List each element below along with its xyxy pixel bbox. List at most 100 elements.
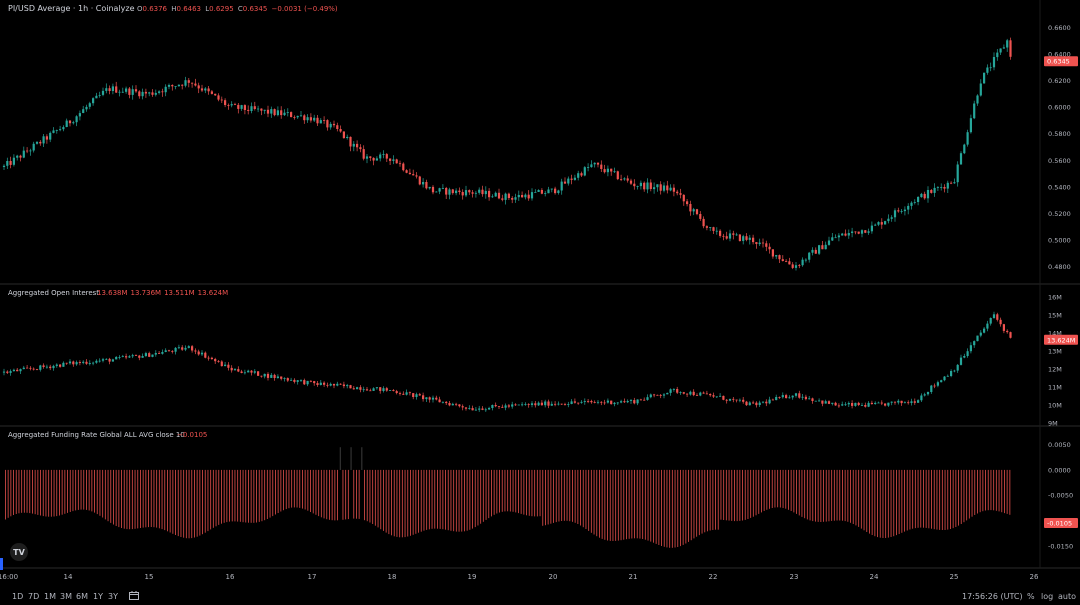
candle[interactable] bbox=[9, 369, 12, 376]
candle[interactable] bbox=[210, 356, 213, 360]
candle[interactable] bbox=[111, 358, 114, 362]
candle[interactable] bbox=[362, 145, 365, 161]
candle[interactable] bbox=[171, 84, 174, 91]
candle[interactable] bbox=[705, 225, 708, 231]
candle[interactable] bbox=[989, 317, 992, 326]
candle[interactable] bbox=[125, 353, 128, 360]
candle[interactable] bbox=[352, 141, 355, 152]
candle[interactable] bbox=[943, 184, 946, 193]
candle[interactable] bbox=[735, 232, 738, 236]
candle[interactable] bbox=[128, 87, 131, 99]
candle[interactable] bbox=[111, 83, 114, 95]
candle[interactable] bbox=[118, 355, 121, 360]
candle[interactable] bbox=[563, 177, 567, 184]
candle[interactable] bbox=[956, 364, 959, 373]
candle[interactable] bbox=[2, 164, 6, 170]
candle[interactable] bbox=[128, 355, 131, 358]
candle[interactable] bbox=[2, 368, 6, 376]
candle[interactable] bbox=[247, 105, 250, 115]
candle[interactable] bbox=[887, 402, 890, 407]
candle[interactable] bbox=[580, 400, 583, 404]
candle[interactable] bbox=[897, 207, 900, 213]
candle[interactable] bbox=[989, 62, 992, 72]
candle[interactable] bbox=[375, 387, 378, 390]
candle[interactable] bbox=[511, 401, 514, 409]
candle[interactable] bbox=[497, 188, 501, 200]
candle[interactable] bbox=[686, 199, 689, 207]
candle[interactable] bbox=[646, 178, 649, 194]
candle[interactable] bbox=[474, 407, 477, 411]
candle[interactable] bbox=[837, 233, 840, 242]
candle[interactable] bbox=[679, 391, 682, 395]
candle[interactable] bbox=[375, 156, 378, 161]
candle[interactable] bbox=[857, 401, 860, 407]
candle[interactable] bbox=[524, 193, 527, 200]
candle[interactable] bbox=[880, 218, 883, 229]
candle[interactable] bbox=[646, 394, 649, 401]
candle[interactable] bbox=[923, 392, 926, 397]
candle[interactable] bbox=[672, 184, 675, 197]
candle[interactable] bbox=[808, 251, 811, 263]
candle[interactable] bbox=[557, 401, 560, 406]
candle[interactable] bbox=[969, 114, 972, 134]
candle[interactable] bbox=[418, 392, 421, 396]
candle[interactable] bbox=[303, 378, 306, 385]
candle[interactable] bbox=[728, 398, 732, 402]
candle[interactable] bbox=[464, 407, 468, 411]
candle[interactable] bbox=[603, 399, 606, 405]
candle[interactable] bbox=[788, 395, 791, 399]
candle[interactable] bbox=[587, 399, 590, 404]
candle[interactable] bbox=[379, 387, 382, 394]
candle[interactable] bbox=[814, 400, 817, 402]
candle[interactable] bbox=[290, 111, 293, 118]
candle[interactable] bbox=[563, 402, 567, 406]
candle[interactable] bbox=[441, 401, 444, 404]
candle[interactable] bbox=[910, 398, 913, 406]
scroll-marker[interactable] bbox=[0, 558, 3, 570]
candle[interactable] bbox=[451, 188, 454, 195]
candle[interactable] bbox=[593, 162, 596, 168]
candle[interactable] bbox=[72, 360, 75, 367]
candle[interactable] bbox=[999, 317, 1002, 327]
candle[interactable] bbox=[352, 386, 355, 390]
candle[interactable] bbox=[926, 391, 930, 396]
candle[interactable] bbox=[983, 72, 986, 84]
candle[interactable] bbox=[342, 381, 345, 389]
candle[interactable] bbox=[719, 393, 722, 397]
candle[interactable] bbox=[550, 401, 553, 406]
candle[interactable] bbox=[752, 234, 755, 245]
candle[interactable] bbox=[237, 103, 240, 114]
candle[interactable] bbox=[514, 193, 517, 203]
candle[interactable] bbox=[804, 258, 807, 263]
candle[interactable] bbox=[686, 393, 689, 397]
candle[interactable] bbox=[257, 371, 260, 376]
candle[interactable] bbox=[276, 106, 279, 117]
candle[interactable] bbox=[243, 369, 246, 375]
candle[interactable] bbox=[639, 180, 642, 190]
candle[interactable] bbox=[72, 120, 75, 125]
candle[interactable] bbox=[445, 401, 448, 405]
candle[interactable] bbox=[517, 190, 520, 201]
candle[interactable] bbox=[296, 115, 299, 119]
candle[interactable] bbox=[45, 364, 48, 369]
range-7d-button[interactable]: 7D bbox=[28, 592, 40, 601]
candle[interactable] bbox=[623, 398, 626, 404]
candle[interactable] bbox=[785, 259, 788, 263]
candle[interactable] bbox=[108, 85, 111, 95]
candle[interactable] bbox=[365, 387, 369, 391]
candle[interactable] bbox=[359, 144, 362, 153]
candle[interactable] bbox=[488, 188, 491, 201]
candle[interactable] bbox=[422, 392, 425, 402]
candle[interactable] bbox=[930, 384, 933, 394]
candle[interactable] bbox=[227, 362, 230, 371]
candle[interactable] bbox=[233, 368, 237, 371]
candle[interactable] bbox=[273, 373, 276, 381]
candle[interactable] bbox=[544, 190, 547, 197]
candle[interactable] bbox=[570, 399, 573, 405]
candle[interactable] bbox=[695, 208, 699, 216]
candle[interactable] bbox=[428, 186, 431, 190]
candle[interactable] bbox=[356, 140, 359, 152]
candle[interactable] bbox=[758, 400, 761, 407]
candle[interactable] bbox=[458, 404, 461, 408]
